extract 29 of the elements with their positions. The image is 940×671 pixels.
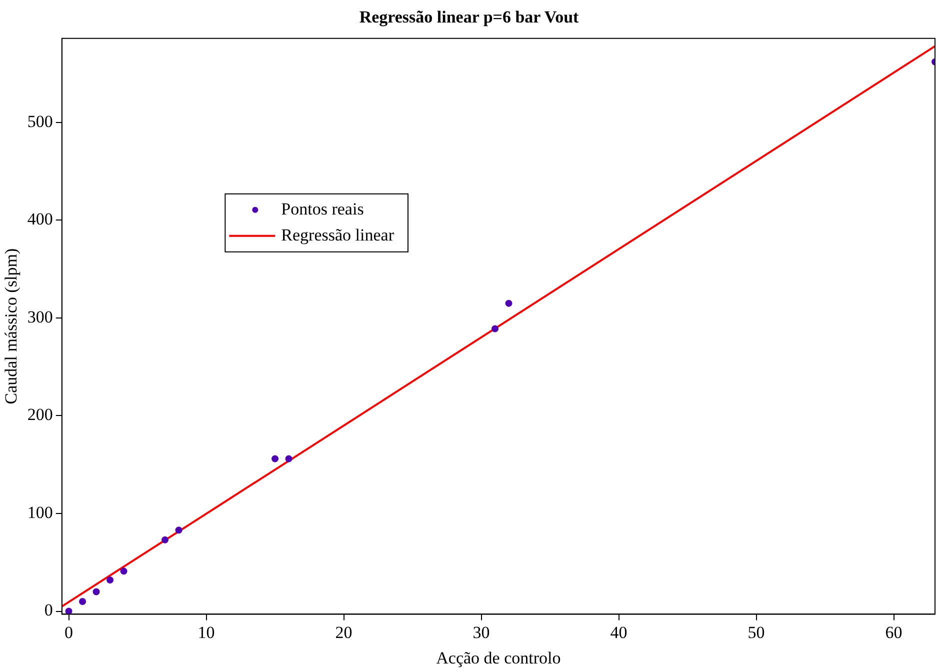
x-tick-label: 40 — [610, 622, 628, 642]
y-tick-label: 200 — [27, 405, 53, 424]
chart-title: Regressão linear p=6 bar Vout — [359, 8, 580, 27]
x-tick-label: 60 — [885, 622, 902, 642]
x-tick-label: 0 — [64, 622, 74, 642]
point — [505, 300, 512, 307]
point — [162, 536, 169, 544]
point — [120, 568, 128, 575]
x-tick-label: 10 — [198, 622, 215, 642]
x-tick-label: 30 — [472, 622, 490, 642]
x-tick-label: 50 — [748, 622, 765, 642]
y-tick-label: 400 — [27, 210, 53, 229]
point — [65, 608, 72, 614]
legend-label: Pontos reais — [281, 199, 364, 218]
y-tick-label: 0 — [44, 600, 53, 620]
y-tick-label: 500 — [27, 112, 53, 131]
point — [79, 598, 86, 605]
y-tick-label: 300 — [27, 307, 53, 326]
y-axis-title: Caudal mássico (slpm) — [2, 248, 21, 404]
point — [106, 576, 114, 584]
legend-label: Regressão linear — [281, 225, 394, 244]
point — [285, 455, 292, 462]
point — [492, 325, 499, 332]
x-axis-title: Acção de controlo — [436, 648, 561, 668]
y-tick-label: 100 — [27, 502, 53, 522]
point — [272, 455, 279, 462]
point — [92, 588, 100, 596]
x-tick-label: 20 — [335, 622, 352, 642]
point — [175, 526, 182, 534]
